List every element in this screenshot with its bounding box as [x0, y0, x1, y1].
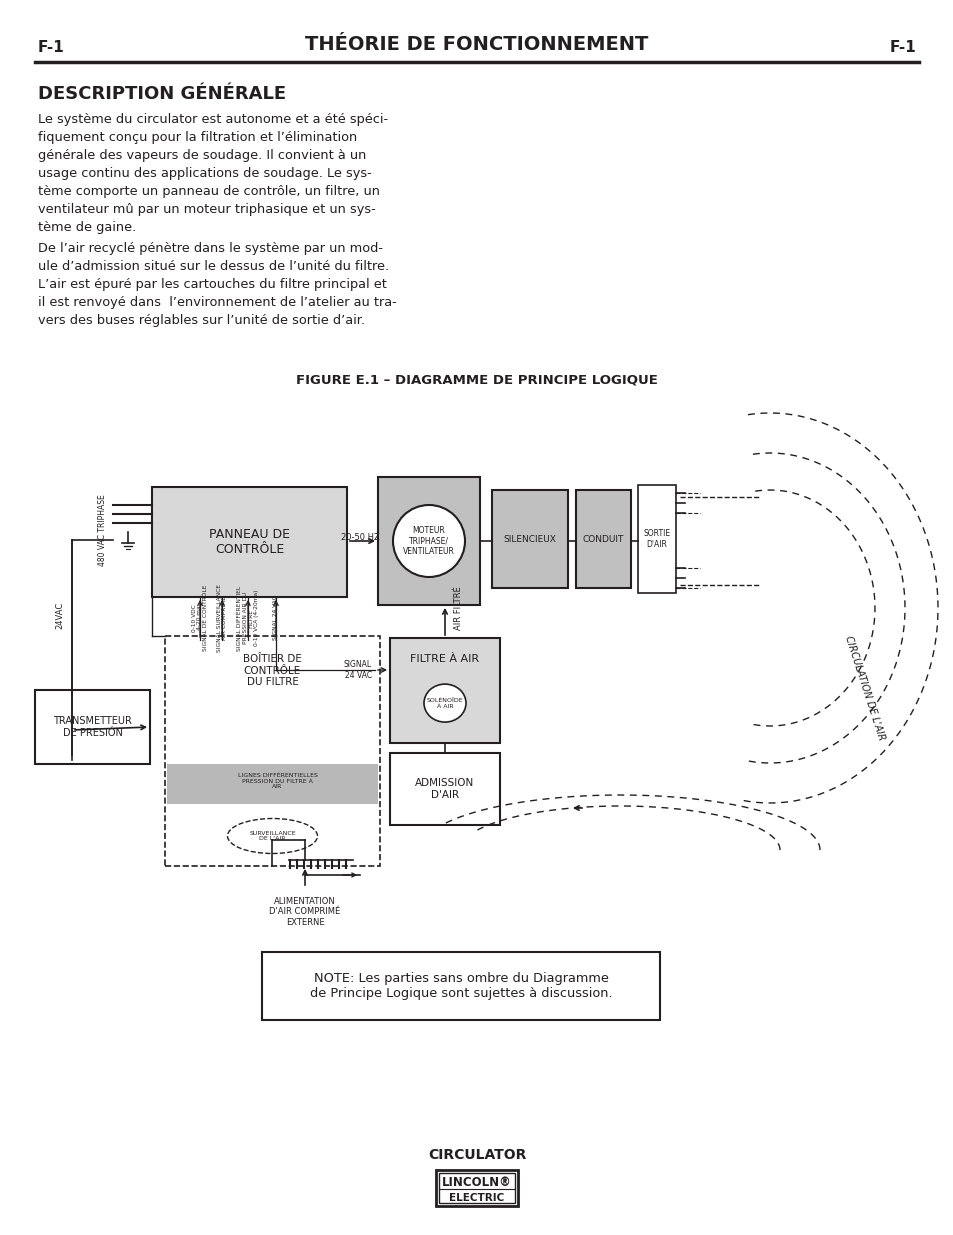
Text: SIGNAL DIFFÉRENTIEL
PRESSION AIR DU
FILTRE
0-10 VCA (4-20ma): SIGNAL DIFFÉRENTIEL PRESSION AIR DU FILT… — [236, 585, 259, 651]
Text: 24VAC: 24VAC — [55, 601, 65, 629]
Text: SIGNAL
24 VAC: SIGNAL 24 VAC — [343, 661, 372, 679]
Text: ELECTRIC: ELECTRIC — [449, 1193, 504, 1203]
Text: CIRCULATOR: CIRCULATOR — [427, 1149, 526, 1162]
Text: SURVEILLANCE
DE L'AIR: SURVEILLANCE DE L'AIR — [249, 831, 295, 841]
Bar — [167, 764, 377, 804]
Bar — [638, 485, 676, 593]
Text: BOÎTIER DE
CONTRÔLE
DU FILTRE: BOÎTIER DE CONTRÔLE DU FILTRE — [243, 655, 301, 687]
Circle shape — [393, 505, 464, 577]
Bar — [390, 753, 499, 825]
Text: LIGNES DIFFÉRENTIELLES
PRESSION DU FILTRE À
AIR: LIGNES DIFFÉRENTIELLES PRESSION DU FILTR… — [237, 773, 317, 789]
Ellipse shape — [227, 819, 317, 853]
Text: MOTEUR
TRIPHASE/
VENTILATEUR: MOTEUR TRIPHASE/ VENTILATEUR — [402, 526, 455, 556]
Text: 0-10 VDC
4-20 ma
SIGNAL DE CONTRÔLE: 0-10 VDC 4-20 ma SIGNAL DE CONTRÔLE — [192, 585, 208, 651]
Text: F-1: F-1 — [888, 40, 915, 54]
Text: SIGNAL 24 VAC: SIGNAL 24 VAC — [274, 595, 278, 641]
Text: FIGURE E.1 – DIAGRAMME DE PRINCIPE LOGIQUE: FIGURE E.1 – DIAGRAMME DE PRINCIPE LOGIQ… — [295, 373, 658, 387]
Text: F-1: F-1 — [38, 40, 65, 54]
Text: CIRCULATION DE L'AIR: CIRCULATION DE L'AIR — [842, 635, 885, 741]
Bar — [152, 487, 347, 597]
Text: LINCOLN®: LINCOLN® — [441, 1176, 512, 1188]
Bar — [262, 952, 659, 1020]
Text: FILTRE À AIR: FILTRE À AIR — [410, 655, 479, 664]
Text: Le système du circulator est autonome et a été spéci-
fiquement conçu pour la fi: Le système du circulator est autonome et… — [38, 112, 388, 233]
Text: ADMISSION
D'AIR: ADMISSION D'AIR — [415, 778, 475, 800]
Text: THÉORIE DE FONCTIONNEMENT: THÉORIE DE FONCTIONNEMENT — [305, 35, 648, 53]
Text: SORTIE
D'AIR: SORTIE D'AIR — [642, 530, 670, 548]
Bar — [576, 490, 630, 588]
Bar — [492, 490, 567, 588]
Text: SOLÉNOÏDE
À AIR: SOLÉNOÏDE À AIR — [426, 698, 463, 709]
Ellipse shape — [423, 684, 465, 722]
Text: De l’air recyclé pénètre dans le système par un mod-
ule d’admission situé sur l: De l’air recyclé pénètre dans le système… — [38, 242, 396, 327]
Bar — [165, 636, 379, 866]
Bar — [436, 1170, 517, 1207]
Text: NOTE: Les parties sans ombre du Diagramme
de Principe Logique sont sujettes à di: NOTE: Les parties sans ombre du Diagramm… — [310, 972, 612, 1000]
Text: SIGNAL SURVEILLANCE
AIR COMPRIMÉ: SIGNAL SURVEILLANCE AIR COMPRIMÉ — [216, 584, 227, 652]
Text: 20-50 HZ: 20-50 HZ — [340, 534, 379, 542]
Text: TRANSMETTEUR
DE PRESIÓN: TRANSMETTEUR DE PRESIÓN — [53, 716, 132, 737]
Bar — [390, 638, 499, 743]
Text: ALIMENTATION
D'AIR COMPRIMÉ
EXTERNE: ALIMENTATION D'AIR COMPRIMÉ EXTERNE — [269, 897, 340, 926]
Bar — [438, 1173, 515, 1203]
Text: CONDUIT: CONDUIT — [582, 535, 623, 543]
Text: 480 VAC TRIPHASE: 480 VAC TRIPHASE — [98, 494, 108, 566]
Text: SILENCIEUX: SILENCIEUX — [503, 535, 556, 543]
Text: PANNEAU DE
CONTRÔLE: PANNEAU DE CONTRÔLE — [209, 529, 290, 556]
Bar — [377, 477, 479, 605]
Bar — [35, 690, 150, 764]
Text: AIR FILTRÉ: AIR FILTRÉ — [454, 587, 462, 630]
Text: DESCRIPTION GÉNÉRALE: DESCRIPTION GÉNÉRALE — [38, 85, 286, 103]
